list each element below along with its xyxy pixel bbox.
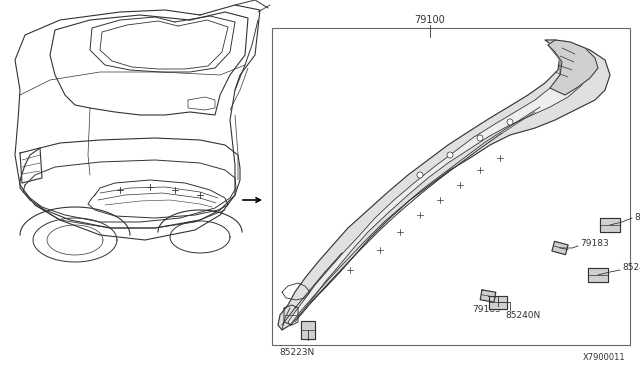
Polygon shape	[588, 268, 608, 282]
Text: 79183: 79183	[580, 238, 609, 247]
Polygon shape	[600, 218, 620, 232]
Bar	[272, 28, 630, 345]
Polygon shape	[489, 295, 507, 308]
Polygon shape	[552, 241, 568, 255]
Polygon shape	[548, 40, 598, 95]
Circle shape	[507, 119, 513, 125]
Polygon shape	[278, 40, 610, 330]
Text: 85240N: 85240N	[622, 263, 640, 272]
Text: 79183: 79183	[472, 305, 500, 314]
Polygon shape	[301, 321, 315, 339]
Text: 85240N: 85240N	[634, 214, 640, 222]
Circle shape	[477, 135, 483, 141]
Polygon shape	[288, 45, 588, 326]
Circle shape	[417, 172, 423, 178]
Text: X7900011: X7900011	[582, 353, 625, 362]
Text: 85240N: 85240N	[505, 311, 540, 320]
Circle shape	[447, 152, 453, 158]
Text: 79100: 79100	[415, 15, 445, 25]
Text: 85223N: 85223N	[280, 348, 315, 357]
Polygon shape	[480, 290, 496, 302]
